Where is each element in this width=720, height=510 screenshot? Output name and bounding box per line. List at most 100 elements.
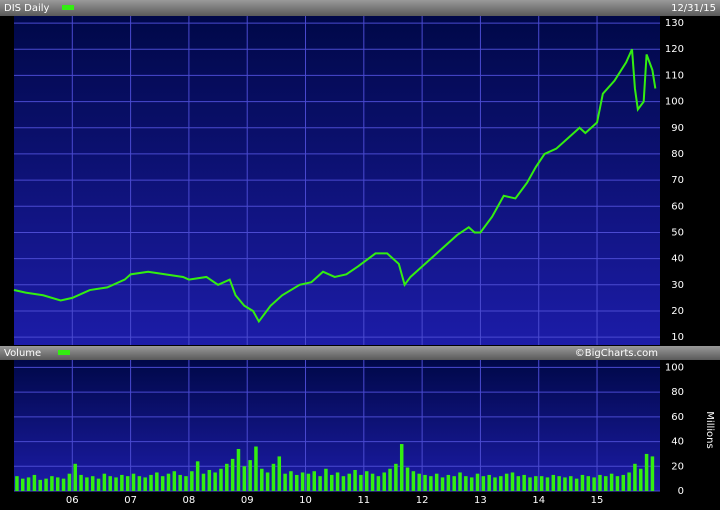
price-line xyxy=(13,48,657,324)
volume-bar xyxy=(475,473,480,491)
volume-bar xyxy=(458,472,462,491)
volume-bar xyxy=(510,472,515,491)
volume-bar xyxy=(79,474,83,491)
volume-bar xyxy=(131,473,136,491)
volume-bar xyxy=(318,476,322,491)
volume-bar xyxy=(207,469,212,491)
volume-bar xyxy=(96,478,101,491)
y-tick-label: 10 xyxy=(671,332,684,343)
volume-bar xyxy=(592,477,596,491)
volume-bar xyxy=(528,477,532,491)
volume-bar xyxy=(604,476,608,491)
volume-bar xyxy=(609,473,614,491)
volume-bar xyxy=(213,472,217,491)
volume-bar xyxy=(225,463,229,491)
volume-bar xyxy=(405,467,410,491)
volume-bar xyxy=(598,474,602,491)
y-tick-label: 30 xyxy=(671,280,684,291)
y-tick-label: 110 xyxy=(665,70,684,81)
volume-bar xyxy=(73,463,77,491)
date-label: 12/31/15 xyxy=(671,3,716,14)
x-tick-label: 08 xyxy=(183,495,196,506)
y-tick-label: 100 xyxy=(665,97,684,108)
volume-bar xyxy=(137,476,142,491)
volume-bar xyxy=(650,456,655,491)
volume-bar xyxy=(522,474,526,491)
volume-bar xyxy=(277,456,282,491)
volume-bar xyxy=(411,471,416,491)
y-tick-label: 40 xyxy=(671,254,684,265)
volume-bar xyxy=(90,476,95,491)
volume-bar xyxy=(440,477,445,491)
y-tick-label: 80 xyxy=(671,149,684,160)
volume-bar xyxy=(190,471,194,491)
volume-bar xyxy=(534,476,538,491)
y-tick-label: 90 xyxy=(671,123,684,134)
volume-bar xyxy=(143,477,147,491)
y-tick-label: 100 xyxy=(665,362,684,373)
volume-bar xyxy=(50,476,54,491)
volume-bar xyxy=(44,478,48,491)
volume-bar xyxy=(26,477,31,491)
volume-bar xyxy=(452,476,456,491)
x-tick-label: 10 xyxy=(299,495,312,506)
volume-bar xyxy=(580,474,585,491)
volume-bar xyxy=(55,477,60,491)
volume-bar xyxy=(38,479,42,491)
volume-bar xyxy=(102,473,107,491)
x-tick-label: 11 xyxy=(357,495,370,506)
volume-bar xyxy=(481,476,486,491)
y-axis-label: Millions xyxy=(704,411,715,448)
volume-bar xyxy=(295,474,299,491)
volume-bar xyxy=(15,476,19,491)
volume-bar xyxy=(230,458,235,491)
volume-bar xyxy=(388,468,392,491)
legend-swatch xyxy=(62,5,74,10)
volume-bar xyxy=(370,473,375,491)
legend-label: DIS Daily xyxy=(4,3,50,14)
volume-bar xyxy=(493,477,497,491)
x-tick-label: 09 xyxy=(241,495,254,506)
volume-bar xyxy=(417,473,421,491)
y-tick-label: 40 xyxy=(671,437,684,448)
y-tick-label: 20 xyxy=(671,306,684,317)
volume-bar xyxy=(330,474,334,491)
volume-bar xyxy=(469,477,474,491)
volume-bar xyxy=(586,476,591,491)
volume-bar xyxy=(434,473,439,491)
y-tick-label: 20 xyxy=(671,461,684,472)
volume-bar xyxy=(364,471,369,491)
volume-bar xyxy=(254,446,258,491)
volume-bar xyxy=(184,476,188,491)
legend-swatch xyxy=(58,350,70,355)
volume-bar xyxy=(166,473,171,491)
volume-bar xyxy=(335,472,340,491)
volume-bar xyxy=(108,476,112,491)
volume-bar xyxy=(516,476,521,491)
x-tick-label: 14 xyxy=(532,495,545,506)
y-tick-label: 60 xyxy=(671,201,684,212)
volume-bar xyxy=(178,474,182,491)
volume-bar xyxy=(382,472,386,491)
volume-bar xyxy=(85,477,89,491)
volume-bar xyxy=(464,476,468,491)
volume-bar xyxy=(300,472,305,491)
volume-bar xyxy=(551,474,556,491)
volume-bar xyxy=(265,472,270,491)
volume-bar xyxy=(219,468,223,491)
volume-bar xyxy=(499,476,503,491)
x-tick-label: 12 xyxy=(416,495,429,506)
volume-bar xyxy=(67,473,72,491)
volume-bar xyxy=(248,460,252,491)
volume-panel xyxy=(14,360,660,491)
volume-bar xyxy=(172,471,177,491)
y-tick-label: 130 xyxy=(665,18,684,29)
volume-bar xyxy=(61,478,66,491)
y-tick-label: 0 xyxy=(678,486,684,497)
volume-bar xyxy=(633,463,637,491)
price-header xyxy=(0,0,720,16)
volume-bar xyxy=(341,476,346,491)
volume-bar xyxy=(324,468,328,491)
volume-bar xyxy=(569,476,573,491)
